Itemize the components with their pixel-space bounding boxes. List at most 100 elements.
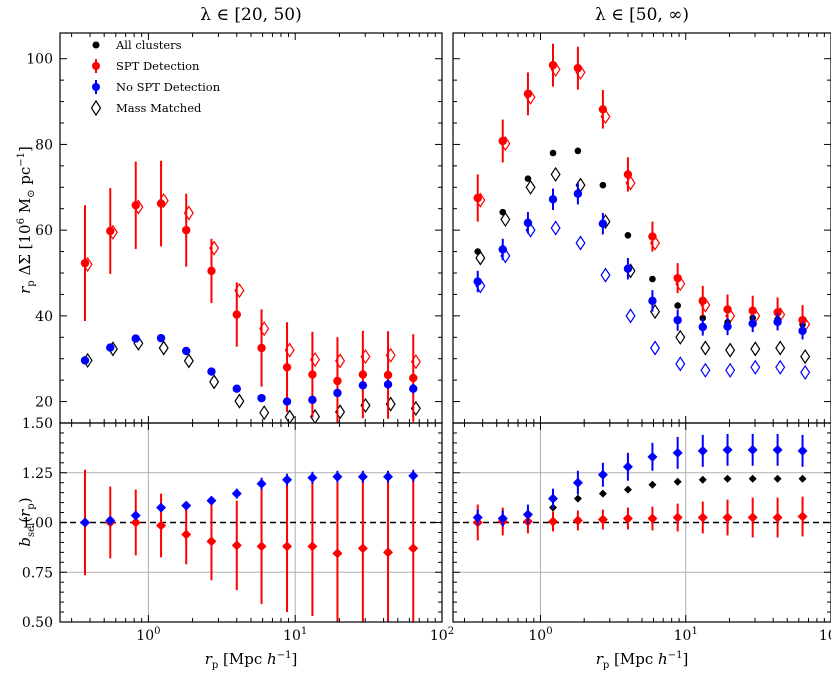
marker-all bbox=[723, 474, 732, 483]
marker-spt bbox=[548, 60, 558, 70]
series-layer bbox=[79, 469, 419, 622]
marker-all bbox=[673, 477, 682, 486]
marker-spt bbox=[498, 136, 507, 146]
y-tick-label: 0.75 bbox=[22, 565, 53, 581]
marker-nospt bbox=[358, 381, 368, 390]
marker-nospt bbox=[498, 245, 507, 254]
y-tick-label: 1.50 bbox=[22, 416, 53, 432]
marker-mm-nospt bbox=[750, 359, 761, 375]
title-right: λ ∈ [50, ∞) bbox=[595, 5, 689, 25]
marker-spt bbox=[798, 315, 807, 325]
marker-mm-nospt bbox=[650, 340, 661, 356]
marker-spt bbox=[647, 513, 658, 524]
marker-mm bbox=[158, 340, 169, 356]
marker-spt bbox=[282, 363, 292, 372]
ylabel-bottom: bsel(rp) bbox=[16, 497, 37, 546]
marker-spt bbox=[672, 512, 683, 523]
marker-nospt bbox=[333, 388, 342, 398]
marker-mm-nospt bbox=[625, 308, 636, 324]
marker-mm bbox=[183, 353, 194, 369]
marker-mm bbox=[800, 348, 811, 365]
marker-spt bbox=[358, 370, 368, 379]
legend-label-spt: SPT Detection bbox=[116, 59, 200, 73]
marker-nospt bbox=[206, 495, 217, 506]
series-layer bbox=[472, 433, 808, 541]
marker-spt bbox=[473, 193, 482, 203]
marker-nospt bbox=[797, 445, 808, 456]
marker-spt bbox=[622, 513, 633, 524]
series-layer bbox=[473, 43, 811, 381]
marker-spt bbox=[623, 170, 633, 179]
marker-spt bbox=[572, 515, 583, 526]
marker-nospt bbox=[308, 395, 317, 405]
marker-nospt bbox=[673, 315, 682, 325]
marker-nospt bbox=[182, 346, 191, 356]
y-tick-label: 20 bbox=[35, 395, 53, 411]
marker-mm bbox=[525, 179, 536, 195]
marker-nospt bbox=[548, 493, 559, 504]
x-tick-label: 101 bbox=[283, 626, 307, 644]
marker-mm bbox=[500, 211, 511, 228]
marker-nospt bbox=[409, 384, 418, 393]
panel-bottom-right: 100 101 102 bbox=[452, 422, 831, 644]
marker-all bbox=[698, 475, 707, 484]
y-tick-label: 40 bbox=[35, 309, 53, 325]
marker-nospt bbox=[548, 195, 558, 204]
marker-mm bbox=[775, 340, 786, 356]
marker-spt bbox=[308, 370, 317, 379]
marker-spt bbox=[130, 517, 141, 528]
y-tick-label: 100 bbox=[26, 52, 53, 68]
marker-nospt bbox=[622, 461, 633, 472]
marker-spt bbox=[598, 105, 608, 114]
panel-top-right bbox=[452, 32, 831, 424]
marker-spt bbox=[698, 296, 707, 306]
marker-nospt bbox=[747, 444, 758, 455]
marker-nospt bbox=[472, 512, 483, 523]
marker-spt bbox=[383, 547, 394, 558]
marker-spt bbox=[523, 89, 533, 99]
marker-nospt bbox=[357, 471, 368, 482]
marker-all bbox=[599, 181, 607, 189]
marker-nospt bbox=[647, 451, 658, 462]
xlabel-right: rp [Mpc h−1] bbox=[596, 650, 689, 671]
y-tick-label: 80 bbox=[35, 137, 53, 153]
marker-spt bbox=[181, 529, 192, 540]
marker-nospt bbox=[232, 384, 241, 393]
marker-nospt bbox=[522, 509, 533, 520]
marker-mm-nospt bbox=[725, 362, 736, 378]
marker-spt bbox=[207, 266, 216, 276]
marker-nospt bbox=[79, 517, 90, 528]
panel-bottom-left: 100 101 102 0.50 0.75 1.00 1.25 1.50 bbox=[22, 416, 454, 644]
marker-nospt bbox=[307, 472, 318, 483]
marker-all bbox=[598, 489, 607, 498]
marker-spt bbox=[231, 540, 242, 551]
y-tick-label: 0.50 bbox=[22, 615, 53, 631]
marker-spt bbox=[333, 376, 342, 386]
y-tick-label: 60 bbox=[35, 223, 53, 239]
marker-mm bbox=[700, 340, 711, 356]
marker-nospt bbox=[282, 474, 293, 485]
marker-spt bbox=[206, 536, 217, 547]
legend-label-all: All clusters bbox=[115, 38, 182, 52]
marker-nospt bbox=[207, 367, 216, 376]
marker-all bbox=[648, 480, 657, 489]
marker-all bbox=[623, 485, 632, 494]
panel-top-left: 20 40 60 80 100 bbox=[26, 32, 443, 424]
marker-nospt bbox=[282, 397, 292, 406]
marker-spt bbox=[797, 511, 808, 522]
marker-nospt bbox=[773, 317, 782, 327]
marker-mm-nospt bbox=[775, 359, 786, 375]
marker-nospt bbox=[698, 322, 707, 332]
marker-spt bbox=[257, 343, 266, 353]
marker-mm bbox=[725, 342, 736, 358]
marker-all bbox=[573, 494, 582, 503]
marker-all bbox=[699, 314, 707, 322]
marker-mm-nospt bbox=[700, 362, 711, 378]
marker-nospt bbox=[748, 319, 757, 328]
y-tick-label: 1.00 bbox=[22, 516, 53, 532]
legend: All clusters SPT Detection No SPT Detect… bbox=[90, 38, 221, 117]
marker-nospt bbox=[181, 500, 192, 511]
marker-spt bbox=[106, 226, 115, 236]
panel-frame bbox=[59, 422, 443, 623]
